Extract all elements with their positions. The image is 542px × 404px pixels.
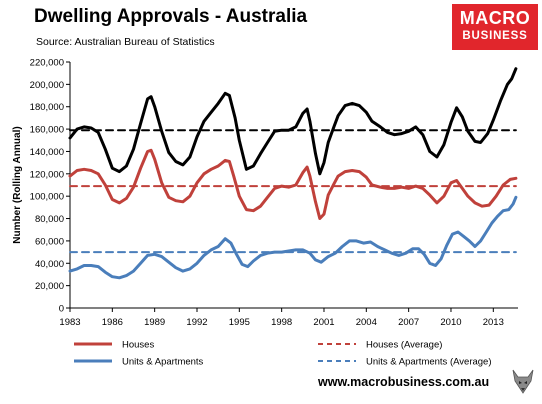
chart-source: Source: Australian Bureau of Statistics xyxy=(36,36,215,48)
x-tick-label: 1983 xyxy=(59,317,80,328)
chart-title: Dwelling Approvals - Australia xyxy=(34,6,308,27)
x-tick-label: 1989 xyxy=(144,317,165,328)
series-units-apartments-line xyxy=(68,195,518,280)
x-tick-label: 2001 xyxy=(313,317,334,328)
y-tick-label: 40,000 xyxy=(35,259,64,270)
y-tick-label: 200,000 xyxy=(30,80,64,91)
x-tick-label: 1995 xyxy=(229,317,250,328)
website-url[interactable]: www.macrobusiness.com.au xyxy=(318,375,490,389)
y-tick-label: 100,000 xyxy=(30,192,64,203)
series-total-line xyxy=(68,67,518,176)
series-houses-line xyxy=(68,148,518,220)
legend-label: Units & Apartments (Average) xyxy=(366,357,492,368)
y-tick-label: 180,000 xyxy=(30,102,64,113)
y-axis-label: Number (Rolling Annual) xyxy=(12,126,23,243)
wolf-icon xyxy=(508,366,538,396)
x-tick-label: 1986 xyxy=(102,317,123,328)
legend-label: Houses (Average) xyxy=(366,340,442,351)
chart-legend: Houses Houses (Average) Units & Apartments… xyxy=(74,340,492,368)
x-tick-label: 1992 xyxy=(186,317,207,328)
y-tick-label: 140,000 xyxy=(30,147,64,158)
legend-label: Units & Apartments xyxy=(122,357,204,368)
y-tick-label: 80,000 xyxy=(35,214,64,225)
y-tick-label: 160,000 xyxy=(30,125,64,136)
x-tick-label: 2004 xyxy=(356,317,377,328)
logo-line-2: BUSINESS xyxy=(462,30,528,42)
y-tick-label: 0 xyxy=(59,304,64,315)
y-tick-label: 220,000 xyxy=(30,58,64,69)
legend-label: Houses xyxy=(122,340,154,351)
y-tick-label: 20,000 xyxy=(35,281,64,292)
y-tick-label: 60,000 xyxy=(35,236,64,247)
macrobusiness-logo[interactable]: MACRO BUSINESS xyxy=(452,4,538,50)
x-tick-label: 2013 xyxy=(483,317,504,328)
x-tick-label: 1998 xyxy=(271,317,292,328)
x-tick-label: 2007 xyxy=(398,317,419,328)
logo-line-1: MACRO xyxy=(459,8,531,28)
y-tick-label: 120,000 xyxy=(30,169,64,180)
x-tick-label: 2010 xyxy=(440,317,461,328)
chart-axes: 0 20,000 40,000 60,000 80,000 100,000 120,000 1… xyxy=(30,58,518,328)
chart-series xyxy=(68,67,518,280)
